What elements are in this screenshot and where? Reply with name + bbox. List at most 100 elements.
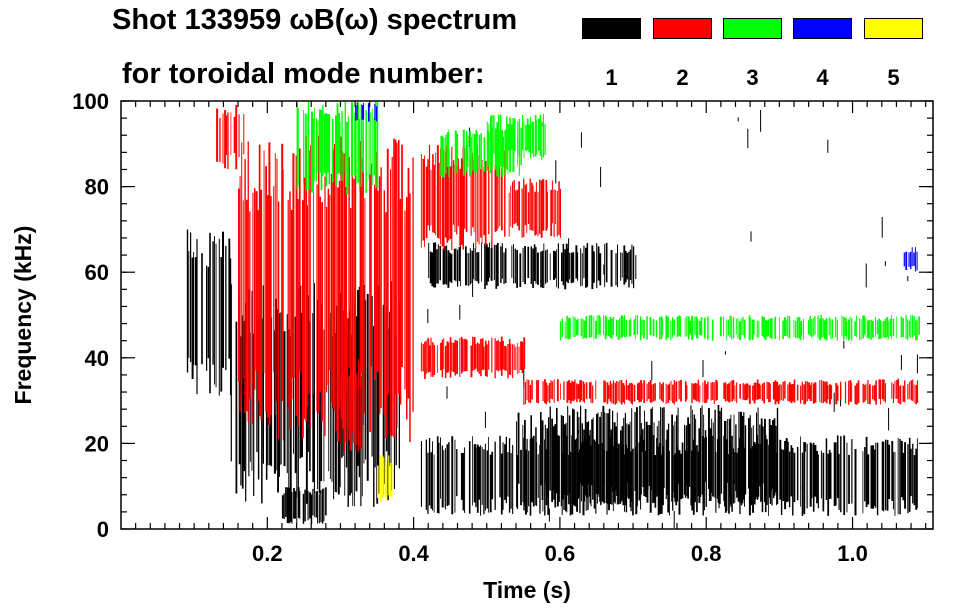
spectrum-streak	[548, 417, 550, 491]
spectrum-streak	[486, 130, 489, 171]
spectrum-streak	[240, 336, 242, 486]
spectrum-streak	[254, 188, 256, 390]
spectrum-streak	[641, 319, 643, 336]
spectrum-streak	[836, 385, 839, 401]
spectrum-streak	[555, 190, 556, 225]
spectrum-streak	[723, 382, 726, 399]
spectrum-streak	[646, 383, 648, 402]
spectrum-streak	[270, 196, 272, 416]
spectrum-streak	[451, 436, 454, 515]
spectrum-streak	[542, 114, 544, 158]
spectrum-streak	[477, 132, 479, 167]
spectrum-streak	[367, 103, 370, 122]
spectrum-streak	[647, 425, 649, 490]
spectrum-streak	[788, 382, 791, 402]
spectrum-streak	[567, 248, 569, 284]
spectrum-streak	[488, 437, 489, 513]
spectrum-streak	[759, 424, 761, 487]
spectrum-streak	[396, 142, 398, 428]
spectrum-streak	[451, 146, 453, 251]
spectrum-streak	[297, 199, 299, 426]
spectrum-streak	[524, 381, 526, 404]
spectrum-streak	[872, 445, 875, 509]
spectrum-streak	[830, 318, 832, 340]
mode-1-region	[420, 434, 918, 517]
spectrum-streak	[607, 319, 610, 337]
spectrum-streak	[600, 411, 602, 505]
spectrum-streak	[741, 415, 744, 504]
spectrum-streak	[788, 316, 791, 339]
spectrum-streak	[636, 383, 639, 401]
spectrum-streak	[800, 436, 801, 507]
spectrum-streak	[735, 424, 737, 492]
spectrum-streak	[688, 423, 691, 487]
spectrum-streak	[665, 315, 668, 340]
spectrum-streak	[579, 449, 581, 514]
spectrum-streak	[523, 380, 525, 405]
spectrum-streak	[523, 337, 526, 369]
y-tick-label: 100	[72, 89, 109, 114]
spectrum-streak	[251, 290, 253, 471]
spectrum-streak	[689, 320, 691, 335]
spectrum-streak	[517, 412, 520, 484]
spectrum-streak	[623, 315, 626, 338]
spectrum-streak	[803, 318, 804, 340]
spectrum-streak	[535, 427, 537, 506]
spectrum-streak	[748, 385, 751, 404]
spectrum-streak	[913, 316, 915, 336]
spectrum-streak	[510, 124, 513, 150]
spectrum-streak	[478, 343, 480, 374]
spectrum-streak	[566, 381, 569, 403]
spectrum-streak	[639, 316, 642, 341]
spectrum-streak	[443, 148, 445, 251]
chart-title: Shot 133959 ωB(ω) spectrum	[112, 4, 518, 36]
spectrum-streak	[702, 382, 704, 403]
spectrum-streak	[854, 449, 857, 516]
spectrum-streak	[355, 113, 357, 184]
spectrum-streak	[295, 155, 298, 417]
spectrum-streak	[424, 341, 426, 379]
spectrum-streak	[639, 405, 641, 501]
spectrum-streak	[870, 445, 873, 509]
spectrum-streak	[546, 249, 548, 283]
spectrum-streak	[464, 447, 466, 513]
spectrum-streak	[467, 135, 469, 168]
spectrum-streak	[457, 249, 459, 287]
spectrum-streak	[610, 429, 612, 487]
spectrum-streak	[468, 441, 471, 514]
spectrum-streak	[343, 153, 346, 399]
spectrum-streak	[218, 238, 220, 396]
spectrum-streak	[451, 342, 453, 372]
spectrum-streak	[370, 163, 372, 367]
spectrum-streak	[260, 189, 263, 420]
spectrum-streak	[719, 316, 722, 337]
spectrum-streak	[345, 378, 347, 442]
x-tick-label: 0.6	[545, 541, 576, 566]
spectrum-streak	[773, 418, 776, 496]
spectrum-streak	[574, 317, 576, 337]
spectrum-streak	[563, 381, 565, 400]
spectrum-streak	[373, 326, 375, 507]
spectrum-streak	[567, 406, 569, 496]
spectrum-streak	[214, 236, 215, 385]
spectrum-streak	[243, 114, 245, 155]
spectrum-streak	[590, 315, 593, 338]
spectrum-streak	[636, 315, 639, 335]
spectrum-streak	[448, 342, 450, 372]
spectrum-streak	[441, 339, 444, 378]
spectrum-streak	[630, 451, 632, 512]
spectrum-streak	[582, 381, 585, 402]
spectrum-streak	[289, 336, 292, 503]
spectrum-streak	[748, 418, 750, 489]
spectrum-streak	[436, 345, 438, 373]
spectrum-streak	[607, 413, 609, 504]
spectrum-streak	[510, 343, 512, 376]
spectrum-streak	[735, 318, 737, 335]
spectrum-streak	[520, 127, 522, 166]
spectrum-streak	[690, 405, 692, 506]
spectrum-streak	[513, 244, 514, 284]
spectrum-streak	[456, 133, 459, 166]
spectrum-streak	[583, 320, 586, 338]
spectrum-streak	[510, 185, 512, 227]
spectrum-streak	[713, 382, 715, 404]
